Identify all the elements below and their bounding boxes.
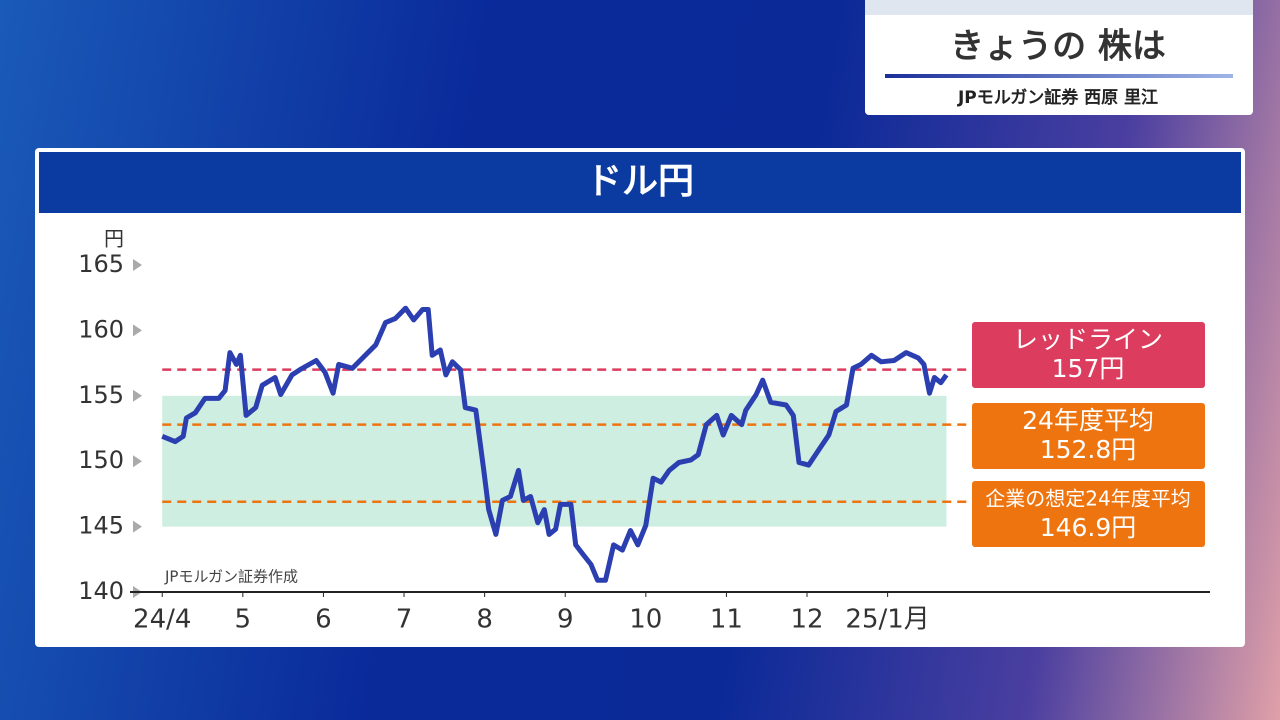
plot: 140 145 150 155 160 165 24/4 5 6 7 8 9 10 11 12 25/1月 レッ… xyxy=(78,250,1210,635)
x-tick-label: 10 xyxy=(629,605,662,635)
y-tick-label: 165 xyxy=(78,250,124,278)
y-tick-label: 145 xyxy=(78,512,124,540)
reference-box xyxy=(972,322,1205,388)
range-band xyxy=(162,395,947,527)
y-tick-label: 155 xyxy=(78,381,124,409)
x-tick-label: 12 xyxy=(790,605,823,635)
y-tick-mark xyxy=(133,389,142,402)
reference-label: レッドライン xyxy=(1013,325,1163,354)
x-tick-label: 5 xyxy=(235,605,252,635)
header-card: きょうの 株は JPモルガン証券 西原 里江 xyxy=(865,0,1253,115)
price-line xyxy=(161,305,949,583)
reference-value: 157円 xyxy=(1052,354,1125,383)
x-tick-label: 25/1月 xyxy=(845,605,929,635)
x-tick-label: 9 xyxy=(557,605,574,635)
x-tick-label: 8 xyxy=(476,605,493,635)
x-tick-label: 6 xyxy=(315,605,332,635)
header-underline xyxy=(885,74,1233,78)
reference-value: 146.9円 xyxy=(1040,513,1137,542)
chart-title: ドル円 xyxy=(586,161,694,202)
header-presenter: JPモルガン証券 西原 里江 xyxy=(957,87,1158,108)
reference-label: 企業の想定24年度平均 xyxy=(985,487,1190,511)
card-bg xyxy=(865,0,1253,115)
source-note: JPモルガン証券作成 xyxy=(164,568,298,586)
reference-box xyxy=(972,481,1205,547)
x-tick-label: 11 xyxy=(710,605,743,635)
y-tick-mark xyxy=(133,259,142,271)
card-strip xyxy=(865,0,1253,15)
y-tick-mark xyxy=(133,324,142,337)
reference-value: 152.8円 xyxy=(1040,435,1137,464)
panel-title-bar xyxy=(39,152,1241,213)
y-tick-mark xyxy=(133,520,142,533)
y-axis-unit: 円 xyxy=(104,227,124,251)
reference-label: 24年度平均 xyxy=(1022,406,1154,435)
x-tick-label: 7 xyxy=(396,605,413,635)
y-tick-label: 140 xyxy=(78,577,124,605)
y-tick-mark xyxy=(133,455,142,468)
x-tick-label: 24/4 xyxy=(133,605,191,635)
y-tick-label: 150 xyxy=(78,446,124,474)
y-tick-label: 160 xyxy=(78,315,124,343)
header-title: きょうの 株は xyxy=(950,27,1166,67)
reference-box xyxy=(972,403,1205,469)
